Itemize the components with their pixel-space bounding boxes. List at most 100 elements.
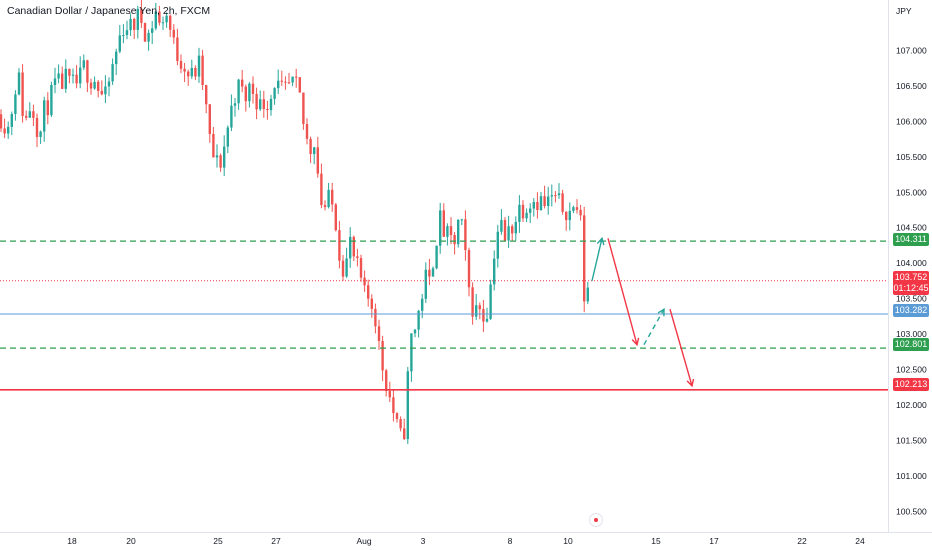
time-tick-label: 8: [508, 536, 513, 546]
price-tick-label: 102.500: [896, 365, 927, 375]
candle-down: [172, 29, 175, 38]
price-tick-label: 101.500: [896, 435, 927, 445]
last-price-value: 103.752: [894, 272, 928, 282]
candle-down: [320, 173, 323, 206]
candle-down: [302, 92, 305, 125]
candle-down: [241, 79, 244, 87]
candle-up: [129, 18, 132, 31]
time-tick-label: 25: [213, 536, 223, 546]
time-tick-label: 20: [126, 536, 136, 546]
candle-down: [395, 413, 399, 420]
candle-down: [68, 68, 71, 76]
price-tick-label: 102.000: [896, 400, 927, 410]
candle-down: [140, 8, 143, 23]
candle-up: [507, 226, 510, 241]
candle-down: [176, 37, 179, 61]
candle-down: [471, 287, 474, 317]
candle-up: [215, 155, 219, 158]
candle-up: [223, 146, 226, 168]
candle-down: [583, 215, 586, 302]
candle-down: [46, 100, 49, 116]
candle-up: [446, 226, 449, 237]
candle-down: [280, 80, 283, 82]
candle-down: [554, 195, 557, 197]
price-tick-label: 107.000: [896, 45, 927, 55]
projection-layer: [591, 236, 695, 388]
candle-down: [338, 230, 341, 261]
candle-up: [259, 99, 262, 110]
time-tick-label: 27: [271, 536, 281, 546]
candle-up: [273, 88, 276, 99]
projection-arrowhead-3: [657, 307, 665, 317]
candle-down: [363, 277, 366, 286]
candle-down: [399, 419, 402, 429]
candle-up: [539, 196, 543, 210]
candle-down: [21, 72, 24, 116]
candle-down: [205, 84, 208, 105]
levels-layer: [0, 240, 888, 391]
candle-down: [97, 81, 100, 91]
time-axis[interactable]: 18 20 25 27 Aug 3 8 10 15 17 22 24: [67, 536, 865, 546]
candle-up: [165, 15, 168, 23]
chart-title: Canadian Dollar / Japanese Yen, 2h, FXCM: [7, 5, 211, 17]
candle-up: [410, 333, 413, 372]
candle-down: [467, 250, 471, 288]
price-badge-level-2[interactable]: 103.282: [893, 304, 929, 317]
candle-up: [17, 72, 21, 95]
last-price-badge[interactable]: 103.752 01:12:45: [893, 271, 929, 295]
candle-down: [208, 104, 211, 134]
price-badge-level-4[interactable]: 102.213: [893, 378, 929, 391]
candle-down: [442, 210, 445, 237]
candle-down: [521, 204, 525, 219]
candle-up: [439, 210, 442, 246]
price-badge-level-1[interactable]: 104.311: [893, 233, 929, 246]
candle-down: [403, 428, 406, 440]
candle-up: [496, 231, 499, 259]
candle-down: [143, 22, 147, 42]
candle-down: [284, 81, 287, 83]
candle-down: [86, 60, 89, 83]
candle-down: [183, 68, 186, 72]
bar-countdown: 01:12:45: [893, 283, 929, 293]
candle-down: [323, 205, 327, 208]
candle-up: [460, 219, 463, 221]
candle-down: [503, 220, 507, 241]
price-tick-label: 103.500: [896, 294, 927, 304]
price-axis-unit: JPY: [896, 6, 912, 16]
candle-up: [518, 204, 521, 222]
price-tick-label: 106.500: [896, 81, 927, 91]
candle-up: [493, 258, 496, 285]
price-axis[interactable]: 100.500 101.000 101.500 102.000 102.500 103.0…: [896, 45, 927, 516]
candle-down: [61, 73, 64, 89]
candle-down: [266, 108, 269, 111]
candle-down: [158, 11, 161, 23]
candle-up: [107, 81, 111, 87]
candle-down: [309, 138, 312, 155]
candle-up: [10, 114, 13, 127]
record-icon[interactable]: [589, 513, 603, 527]
candle-up: [115, 51, 118, 65]
candle-up: [269, 98, 273, 111]
candle-down: [565, 211, 568, 221]
candle-down: [392, 397, 395, 414]
candle-down: [478, 305, 481, 310]
candle-up: [349, 236, 352, 259]
candle-up: [93, 81, 96, 89]
candle-down: [316, 147, 319, 174]
price-tick-label: 104.000: [896, 258, 927, 268]
candle-up: [190, 67, 193, 77]
time-tick-label: Aug: [356, 536, 371, 546]
candle-down: [75, 74, 78, 84]
price-badge-level-3[interactable]: 102.801: [893, 338, 929, 351]
candle-up: [197, 55, 201, 77]
candle-up: [514, 221, 517, 234]
candle-up: [53, 78, 57, 85]
candle-up: [435, 245, 438, 269]
candle-up: [525, 212, 528, 219]
candle-down: [359, 257, 363, 278]
price-tick-label: 101.000: [896, 471, 927, 481]
candle-up: [529, 208, 532, 213]
candle-up: [489, 284, 492, 319]
candle-up: [7, 126, 10, 134]
